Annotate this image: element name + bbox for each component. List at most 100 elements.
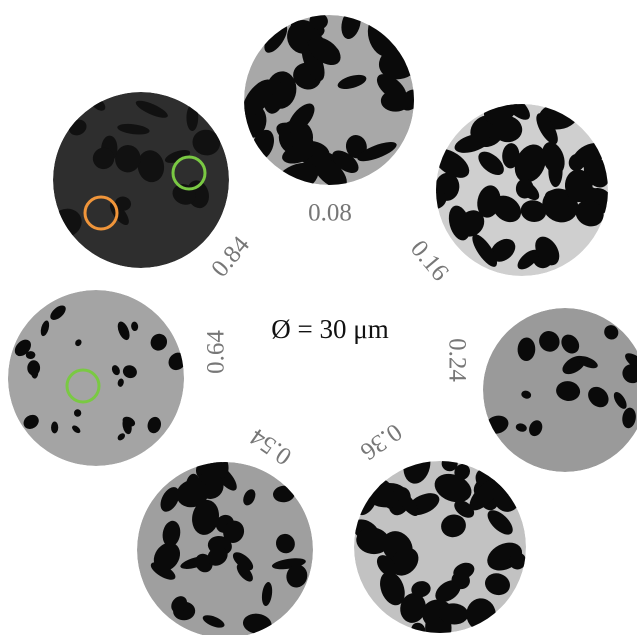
micrograph	[436, 104, 608, 276]
pore	[469, 478, 501, 511]
pore	[232, 552, 254, 571]
pore	[312, 156, 347, 185]
pore	[575, 200, 604, 227]
pore	[376, 555, 397, 577]
micrograph	[8, 290, 184, 466]
pore	[492, 195, 522, 223]
pore	[115, 145, 141, 173]
pore	[625, 353, 637, 372]
pore	[509, 552, 526, 570]
pore	[117, 378, 124, 387]
pore	[286, 564, 308, 588]
pore	[485, 112, 516, 127]
pore	[400, 593, 426, 623]
pore	[613, 391, 627, 409]
pore	[454, 500, 475, 518]
pore	[411, 622, 426, 633]
pore	[261, 582, 273, 607]
sample-label: 0.54	[245, 423, 297, 470]
pore	[264, 23, 288, 53]
pore	[210, 462, 229, 479]
pore	[308, 37, 341, 66]
pore	[40, 320, 50, 337]
pore	[358, 496, 376, 516]
micrograph	[244, 15, 414, 185]
highlight-ring	[83, 195, 119, 231]
pore	[487, 510, 513, 535]
pore	[515, 178, 534, 199]
pore	[515, 423, 527, 432]
pore	[485, 573, 510, 596]
pore	[390, 547, 419, 576]
pore	[164, 149, 191, 163]
pore	[556, 381, 581, 401]
pore	[478, 151, 504, 176]
pore	[243, 489, 256, 506]
pore	[490, 238, 516, 262]
pore	[577, 356, 598, 369]
pore	[542, 142, 565, 175]
pore	[517, 337, 536, 362]
pore	[72, 425, 81, 434]
pore	[131, 321, 139, 332]
pore	[378, 479, 396, 509]
pore	[472, 234, 498, 267]
micrograph	[137, 462, 313, 635]
pore	[176, 479, 209, 508]
pore	[453, 562, 475, 580]
pore	[186, 104, 199, 132]
sample-label: 0.08	[308, 200, 352, 227]
pore	[411, 581, 431, 598]
pore	[622, 407, 636, 429]
pore	[150, 333, 168, 351]
pore	[202, 615, 225, 628]
pore	[435, 580, 461, 603]
pore	[192, 129, 221, 156]
pore	[604, 325, 619, 340]
micrograph-disk	[53, 92, 229, 268]
pore	[529, 420, 543, 437]
pore	[441, 514, 466, 538]
highlight-ring	[171, 155, 207, 191]
pore	[117, 433, 126, 441]
pore	[171, 596, 188, 613]
sample-label: 0.64	[203, 330, 230, 374]
sample-label: 0.16	[405, 235, 454, 286]
pore	[192, 499, 220, 535]
pore	[520, 200, 547, 222]
pore	[153, 542, 181, 572]
pore	[521, 390, 532, 399]
pore	[137, 150, 165, 183]
pore	[376, 74, 407, 101]
pore	[27, 360, 41, 376]
pore	[561, 334, 580, 354]
pore	[309, 15, 328, 30]
sample-label: 0.24	[443, 338, 470, 382]
highlight-ring	[65, 368, 101, 404]
pore	[14, 339, 31, 357]
pore	[92, 147, 115, 170]
pore	[244, 79, 275, 117]
pore	[50, 305, 66, 320]
pore	[236, 563, 253, 582]
pore	[122, 416, 136, 427]
pore	[535, 236, 560, 266]
pore	[337, 74, 367, 90]
pore	[287, 103, 315, 134]
pore	[454, 133, 491, 153]
pore	[117, 321, 130, 341]
pore	[75, 339, 82, 347]
pore	[51, 421, 59, 434]
pore	[73, 409, 82, 417]
pore	[502, 143, 520, 169]
pore	[441, 461, 458, 472]
pore	[356, 527, 390, 555]
pore	[275, 162, 319, 185]
pore	[622, 364, 637, 384]
pore	[207, 546, 228, 566]
sample-label: 0.84	[206, 231, 255, 282]
pore	[25, 351, 36, 360]
pore	[301, 42, 325, 82]
pore	[135, 100, 168, 118]
